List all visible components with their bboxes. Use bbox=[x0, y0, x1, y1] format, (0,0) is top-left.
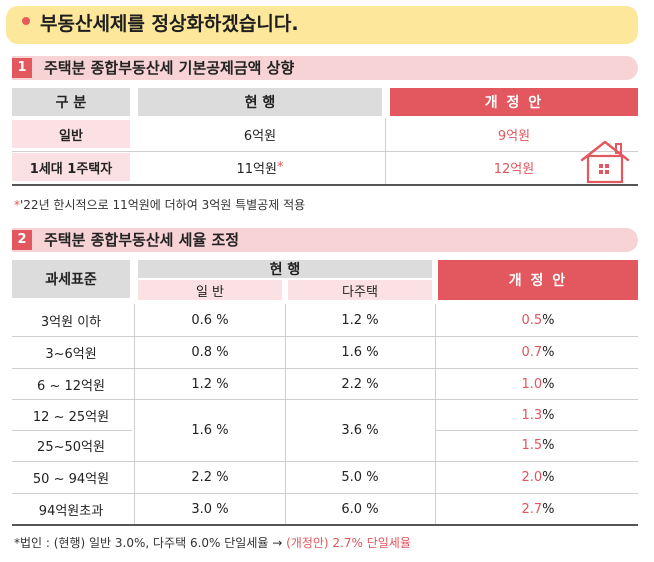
section1-title: 주택분 종합부동산세 기본공제금액 상향 bbox=[44, 59, 295, 77]
table-bottom-line bbox=[12, 184, 638, 186]
s2-header-general: 일 반 bbox=[138, 280, 282, 300]
s2-footnote-text: *법인 : (현행) 일반 3.0%, 다주택 6.0% 단일세율 → bbox=[14, 536, 283, 550]
s1-row2-asterisk: * bbox=[276, 159, 284, 175]
s2-row-multi-merged: 3.6 % bbox=[341, 422, 379, 438]
s1-row2-label: 1세대 1주택자 bbox=[12, 153, 130, 181]
s2-row-proposal: 1.3 % bbox=[438, 401, 638, 429]
proposal-unit: % bbox=[542, 344, 555, 360]
s2-header-base: 과세표준 bbox=[12, 260, 130, 298]
s2-row-base: 12 ~ 25억원 bbox=[32, 409, 110, 425]
s2-header-multi: 다주택 bbox=[288, 280, 432, 300]
s2-row-proposal: 2.7 % bbox=[438, 495, 638, 523]
s2-row-general: 1.2 % bbox=[191, 376, 229, 392]
divider bbox=[12, 368, 638, 369]
section2-number: 2 bbox=[12, 230, 32, 250]
table-bottom-line bbox=[12, 524, 638, 526]
s2-row-general: 3.0 % bbox=[191, 501, 229, 517]
s2-row-proposal: 0.5 % bbox=[438, 306, 638, 334]
s2-row-multi: 5.0 % bbox=[341, 469, 379, 485]
proposal-rate: 1.0 bbox=[521, 376, 543, 392]
s2-row-general-merged: 1.6 % bbox=[191, 422, 229, 438]
s1-footnote-mark: * bbox=[14, 198, 20, 212]
s2-footnote: *법인 : (현행) 일반 3.0%, 다주택 6.0% 단일세율 → (개정안… bbox=[14, 534, 411, 551]
s2-row-base: 3억원 이하 bbox=[40, 314, 102, 330]
proposal-rate: 2.7 bbox=[521, 501, 543, 517]
s2-row-proposal: 0.7 % bbox=[438, 338, 638, 366]
proposal-unit: % bbox=[542, 501, 555, 517]
divider bbox=[436, 430, 638, 431]
s1-row1-label: 일반 bbox=[12, 120, 130, 148]
s2-footnote-highlight: (개정안) 2.7% 단일세율 bbox=[286, 536, 411, 550]
proposal-unit: % bbox=[542, 437, 555, 453]
divider bbox=[134, 304, 135, 524]
s2-row-proposal: 1.5 % bbox=[438, 431, 638, 459]
s2-row-base: 25~50억원 bbox=[37, 439, 105, 455]
divider bbox=[12, 336, 638, 337]
divider bbox=[12, 493, 638, 494]
s1-header-current: 현 행 bbox=[138, 88, 382, 116]
s2-row-multi: 6.0 % bbox=[341, 501, 379, 517]
s2-row-base: 6 ~ 12억원 bbox=[37, 378, 105, 394]
proposal-unit: % bbox=[542, 407, 555, 423]
s2-row-base: 50 ~ 94억원 bbox=[32, 471, 110, 487]
s2-row-general: 0.8 % bbox=[191, 344, 229, 360]
divider bbox=[12, 461, 638, 462]
section2-header bbox=[12, 228, 638, 252]
section2-title: 주택분 종합부동산세 세율 조정 bbox=[44, 231, 240, 249]
s2-row-proposal: 1.0 % bbox=[438, 370, 638, 398]
divider bbox=[385, 118, 386, 184]
proposal-unit: % bbox=[542, 312, 555, 328]
page-title: 부동산세제를 정상화하겠습니다. bbox=[40, 13, 299, 35]
proposal-rate: 0.5 bbox=[521, 312, 543, 328]
s2-row-multi: 1.6 % bbox=[341, 344, 379, 360]
section1-header bbox=[12, 56, 638, 80]
title-banner bbox=[6, 6, 638, 44]
s1-footnote: *'22년 한시적으로 11억원에 더하여 3억원 특별공제 적용 bbox=[14, 196, 305, 213]
s2-row-base: 94억원초과 bbox=[38, 503, 104, 519]
s1-footnote-text: '22년 한시적으로 11억원에 더하여 3억원 특별공제 적용 bbox=[20, 198, 306, 212]
divider bbox=[12, 399, 638, 400]
s2-row-proposal: 2.0 % bbox=[438, 463, 638, 491]
proposal-rate: 1.3 bbox=[521, 407, 543, 423]
s1-row1-current: 6억원 bbox=[243, 128, 277, 144]
house-icon bbox=[580, 140, 630, 184]
proposal-rate: 2.0 bbox=[521, 469, 543, 485]
s1-row2-current-value: 11억원 bbox=[236, 161, 277, 177]
section1-number: 1 bbox=[12, 58, 32, 78]
bullet-icon bbox=[22, 17, 30, 25]
proposal-unit: % bbox=[542, 469, 555, 485]
s2-header-proposal: 개 정 안 bbox=[438, 260, 638, 300]
divider bbox=[12, 151, 638, 152]
divider bbox=[12, 430, 132, 431]
s2-row-general: 0.6 % bbox=[191, 312, 229, 328]
proposal-rate: 1.5 bbox=[521, 437, 543, 453]
s1-row1-proposal: 9억원 bbox=[497, 128, 531, 144]
divider bbox=[285, 304, 286, 524]
divider bbox=[435, 304, 436, 524]
s1-header-proposal: 개 정 안 bbox=[390, 88, 638, 116]
s2-header-current: 현 행 bbox=[138, 260, 432, 278]
s1-row2-proposal: 12억원 bbox=[493, 161, 535, 177]
s2-row-multi: 2.2 % bbox=[341, 376, 379, 392]
s2-row-general: 2.2 % bbox=[191, 469, 229, 485]
proposal-rate: 0.7 bbox=[521, 344, 543, 360]
s1-row2-current: 11억원 * bbox=[138, 153, 382, 181]
s2-row-base: 3~6억원 bbox=[45, 346, 97, 362]
s2-row-multi: 1.2 % bbox=[341, 312, 379, 328]
s1-header-category: 구 분 bbox=[12, 88, 130, 116]
proposal-unit: % bbox=[542, 376, 555, 392]
